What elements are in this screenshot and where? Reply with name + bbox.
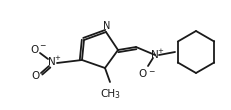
Text: CH: CH xyxy=(100,89,115,99)
Text: +: + xyxy=(54,55,60,61)
Text: +: + xyxy=(156,48,162,54)
Text: O: O xyxy=(31,45,39,55)
Text: O: O xyxy=(32,71,40,81)
Text: −: − xyxy=(39,41,45,50)
Text: O: O xyxy=(138,69,146,79)
Text: 3: 3 xyxy=(114,91,119,100)
Text: N: N xyxy=(103,21,110,31)
Text: N: N xyxy=(48,57,56,67)
Text: N: N xyxy=(150,50,158,60)
Text: −: − xyxy=(147,68,154,76)
